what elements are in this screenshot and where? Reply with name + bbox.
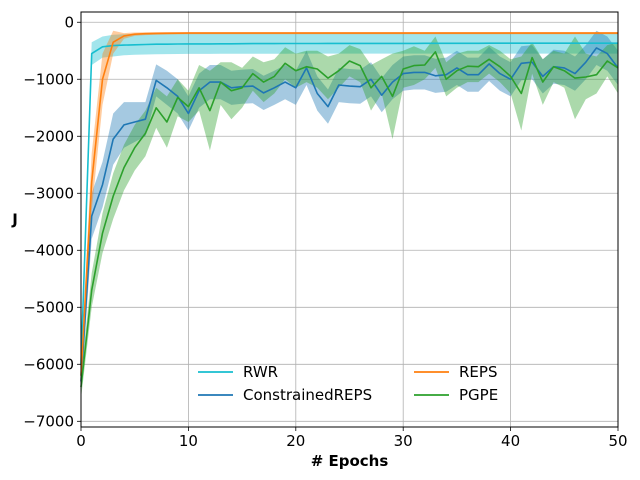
confidence-bands xyxy=(81,30,618,399)
legend-label: PGPE xyxy=(459,386,498,404)
series-lines xyxy=(80,32,619,388)
y-axis-title: J xyxy=(11,211,18,229)
x-tick-label: 30 xyxy=(394,432,413,450)
axis-ticks: 0 10 20 30 40 50 0 −1000 −2000 −3000 −4000 −5000 −60… xyxy=(23,13,627,450)
y-tick-label: 0 xyxy=(64,13,74,31)
legend-label: ConstrainedREPS xyxy=(243,386,372,404)
legend-item-pgpe: PGPE xyxy=(414,386,498,404)
x-tick-label: 10 xyxy=(179,432,198,450)
legend: RWR ConstrainedREPS REPS PGPE xyxy=(198,363,498,404)
y-tick-label: −7000 xyxy=(23,412,74,430)
pgpe-confidence-band xyxy=(81,36,618,399)
x-tick-label: 40 xyxy=(501,432,520,450)
y-tick-label: −1000 xyxy=(23,70,74,88)
plot-frame xyxy=(80,11,619,428)
legend-label: REPS xyxy=(459,363,497,381)
reps-line xyxy=(80,32,618,376)
y-tick-label: −2000 xyxy=(23,127,74,145)
constrainedreps-line xyxy=(80,47,619,382)
x-axis-title: # Epochs xyxy=(311,452,389,470)
constrainedreps-confidence-band xyxy=(81,30,618,393)
legend-label: RWR xyxy=(243,363,278,381)
y-tick-label: −6000 xyxy=(23,355,74,373)
rwr-line xyxy=(80,42,618,365)
legend-item-reps: REPS xyxy=(414,363,497,381)
legend-item-rwr: RWR xyxy=(198,363,278,381)
y-tick-label: −3000 xyxy=(23,184,74,202)
pgpe-line xyxy=(80,51,619,388)
y-tick-label: −5000 xyxy=(23,298,74,316)
x-tick-label: 50 xyxy=(608,432,627,450)
legend-item-constrainedreps: ConstrainedREPS xyxy=(198,386,372,404)
y-tick-label: −4000 xyxy=(23,241,74,259)
x-tick-label: 0 xyxy=(76,432,86,450)
x-tick-label: 20 xyxy=(286,432,305,450)
